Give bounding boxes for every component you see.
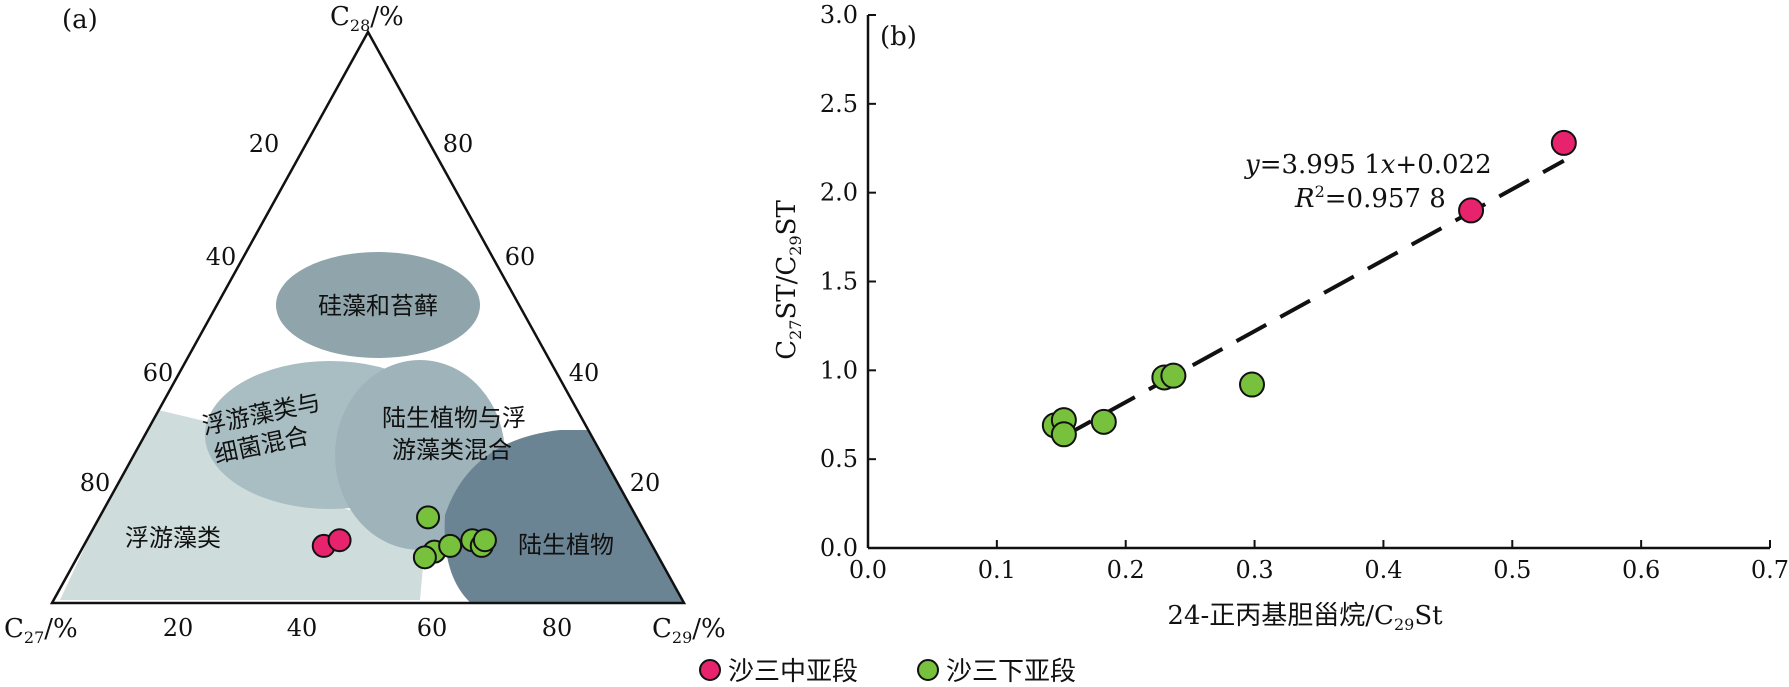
right-tick-label: 80 bbox=[443, 130, 474, 158]
regression-equation: y=3.995 1x+0.022 bbox=[1244, 150, 1492, 180]
right-tick-label: 40 bbox=[569, 359, 600, 387]
y-tick-label: 3.0 bbox=[820, 1, 858, 29]
right-edge-ticks: 80 60 40 20 bbox=[443, 130, 661, 497]
y-tick-label: 1.5 bbox=[820, 268, 858, 296]
scatter-point bbox=[1160, 362, 1187, 389]
x-tick-label: 0.7 bbox=[1751, 556, 1789, 584]
left-tick-label: 80 bbox=[80, 469, 111, 497]
ternary-points bbox=[311, 505, 497, 570]
panel-a-label: (a) bbox=[62, 5, 98, 35]
y-axis-title: C27ST/C29ST bbox=[772, 200, 805, 360]
y-tick-label: 0.5 bbox=[820, 445, 858, 473]
legend-middle-label: 沙三中亚段 bbox=[728, 657, 858, 687]
scatter-point bbox=[1458, 197, 1485, 224]
ternary-point bbox=[416, 505, 441, 530]
legend-lower-marker bbox=[917, 659, 939, 681]
c27-apex-label: C27/% bbox=[4, 614, 78, 647]
terrestrial-plankton-label-line2: 游藻类混合 bbox=[392, 436, 512, 464]
plankton-label: 浮游藻类 bbox=[125, 524, 221, 552]
y-tick-label: 1.0 bbox=[820, 356, 858, 384]
scatter-panel: 0.0 0.1 0.2 0.3 0.4 0.5 0.6 0.7 0.0 0.5 1.0 1.5 2.0 2… bbox=[772, 1, 1789, 634]
ternary-triangle bbox=[49, 29, 687, 605]
diatom-moss-label: 硅藻和苔藓 bbox=[318, 292, 438, 320]
legend-middle-marker bbox=[699, 659, 721, 681]
scatter-point bbox=[1050, 421, 1077, 448]
scatter-point bbox=[1090, 408, 1117, 435]
diatom-moss-region bbox=[276, 252, 480, 358]
terrestrial-plankton-label-line1: 陆生植物与浮 bbox=[382, 404, 526, 432]
y-tick-label: 2.5 bbox=[820, 90, 858, 118]
x-axis-title: 24-正丙基胆甾烷/C29St bbox=[1167, 601, 1443, 634]
right-tick-label: 20 bbox=[630, 469, 661, 497]
x-tick-label: 0.2 bbox=[1107, 556, 1145, 584]
scatter-axes: 0.0 0.1 0.2 0.3 0.4 0.5 0.6 0.7 0.0 0.5 1.0 1.5 2.0 2… bbox=[820, 1, 1789, 584]
bottom-tick-label: 20 bbox=[163, 614, 194, 642]
legend: 沙三中亚段 沙三下亚段 bbox=[699, 657, 1076, 687]
legend-lower-label: 沙三下亚段 bbox=[946, 657, 1076, 687]
x-tick-label: 0.5 bbox=[1493, 556, 1531, 584]
left-tick-label: 40 bbox=[206, 243, 237, 271]
y-tick-label: 0.0 bbox=[820, 534, 858, 562]
x-tick-label: 0.4 bbox=[1364, 556, 1402, 584]
ternary-point bbox=[412, 545, 437, 570]
scatter-point bbox=[1238, 371, 1265, 398]
bottom-tick-label: 40 bbox=[287, 614, 318, 642]
bottom-tick-label: 80 bbox=[542, 614, 573, 642]
r-squared: R2=0.957 8 bbox=[1294, 182, 1446, 214]
x-tick-label: 0.6 bbox=[1622, 556, 1660, 584]
bottom-tick-label: 60 bbox=[417, 614, 448, 642]
y-tick-label: 2.0 bbox=[820, 179, 858, 207]
ternary-point bbox=[472, 528, 497, 553]
right-tick-label: 60 bbox=[505, 243, 536, 271]
terrestrial-label: 陆生植物 bbox=[518, 531, 614, 559]
x-tick-label: 0.3 bbox=[1235, 556, 1273, 584]
left-tick-label: 60 bbox=[143, 359, 174, 387]
scatter-point bbox=[1550, 129, 1577, 156]
ternary-panel: (a) C28/% C27/% C29/% 20 40 60 80 80 60 … bbox=[4, 2, 726, 647]
ternary-point bbox=[327, 528, 352, 553]
x-tick-label: 0.1 bbox=[978, 556, 1016, 584]
left-tick-label: 20 bbox=[249, 130, 280, 158]
scatter-points bbox=[1041, 129, 1577, 448]
x-tick-label: 0.0 bbox=[849, 556, 887, 584]
bottom-ticks: 20 40 60 80 bbox=[163, 614, 573, 642]
panel-b-label: (b) bbox=[880, 22, 917, 52]
ternary-point bbox=[438, 533, 463, 558]
left-edge-ticks: 20 40 60 80 bbox=[80, 130, 280, 497]
c28-apex-label: C28/% bbox=[330, 2, 404, 35]
c29-apex-label: C29/% bbox=[652, 614, 726, 647]
